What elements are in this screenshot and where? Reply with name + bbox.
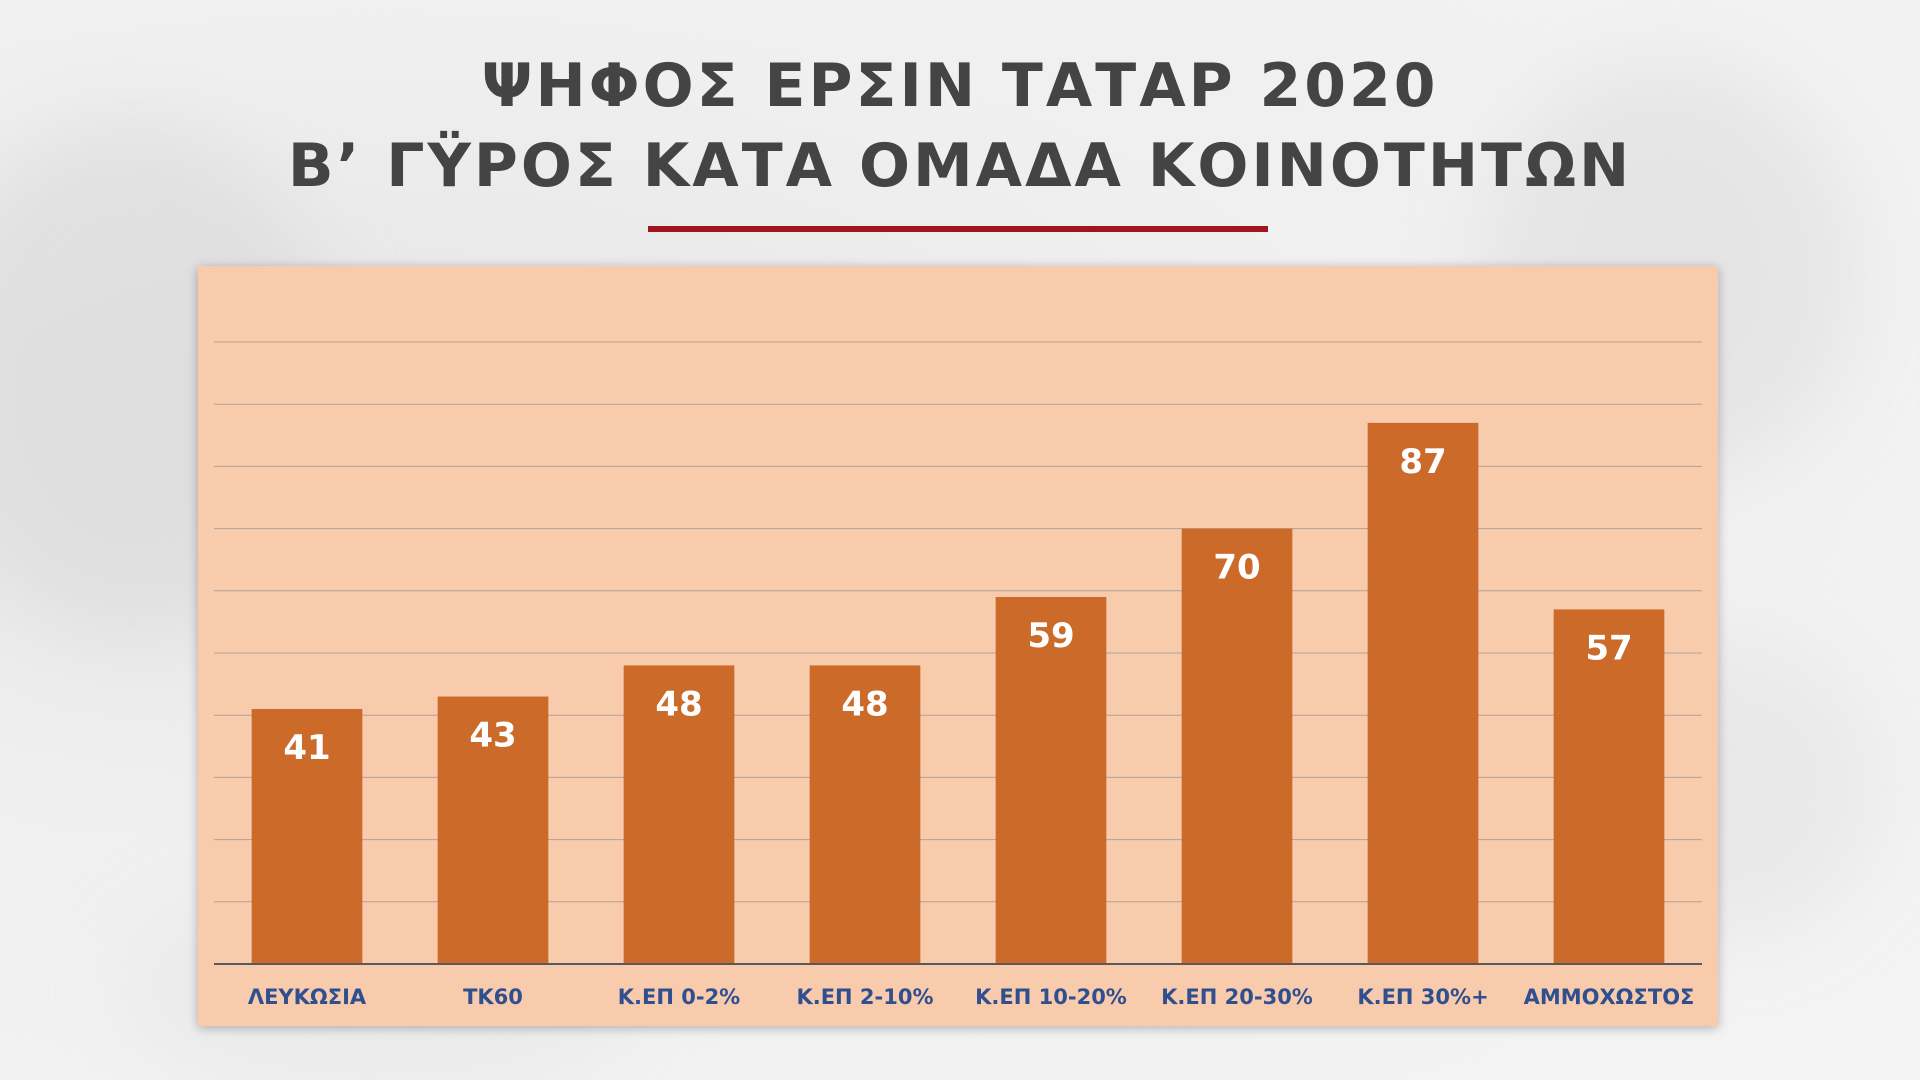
bar <box>437 696 549 964</box>
chart-title-line-2: Β’ ΓΫΡΟΣ ΚΑΤΑ ΟΜΑΔΑ ΚΟΙΝΟΤΗΤΩΝ <box>287 131 1633 201</box>
category-label: ΤΚ60 <box>463 985 523 1009</box>
data-label: 70 <box>1213 548 1260 588</box>
data-labels: 41 43 48 48 59 70 87 57 <box>283 442 1632 768</box>
gridlines <box>214 341 1702 903</box>
bar <box>995 597 1107 964</box>
chart-title-line-1: ΨΗΦΟΣ ΕΡΣΙΝ ΤΑΤΑΡ 2020 <box>481 51 1439 121</box>
title-underline <box>648 226 1268 232</box>
category-label: Κ.ΕΠ 10-20% <box>975 985 1127 1009</box>
category-label: Κ.ΕΠ 20-30% <box>1161 985 1313 1009</box>
bar <box>623 665 735 964</box>
bars <box>251 422 1665 964</box>
category-label: Κ.ΕΠ 30%+ <box>1357 985 1488 1009</box>
data-label: 48 <box>841 684 888 724</box>
category-label: ΑΜΜΟΧΩΣΤΟΣ <box>1524 985 1695 1009</box>
category-label: Κ.ΕΠ 0-2% <box>618 985 740 1009</box>
bar-chart: 41 43 48 48 59 70 87 57 ΛΕΥΚΩΣΙΑ ΤΚ60 Κ.ΕΠ 0-2% Κ.… <box>214 341 1702 1009</box>
bar <box>1553 609 1665 964</box>
data-label: 59 <box>1027 616 1074 656</box>
data-label: 41 <box>283 728 330 768</box>
data-label: 48 <box>655 684 702 724</box>
bar <box>809 665 921 964</box>
data-label: 87 <box>1399 442 1446 482</box>
data-label: 57 <box>1585 628 1632 668</box>
category-label: ΛΕΥΚΩΣΙΑ <box>248 985 367 1009</box>
bar <box>251 708 363 964</box>
category-label: Κ.ΕΠ 2-10% <box>796 985 933 1009</box>
category-labels: ΛΕΥΚΩΣΙΑ ΤΚ60 Κ.ΕΠ 0-2% Κ.ΕΠ 2-10% Κ.ΕΠ 10-2… <box>248 985 1695 1009</box>
bar <box>1181 528 1293 964</box>
chart-panel: 41 43 48 48 59 70 87 57 ΛΕΥΚΩΣΙΑ ΤΚ60 Κ.ΕΠ 0-2% Κ.… <box>198 266 1718 1026</box>
bar <box>1367 422 1479 964</box>
data-label: 43 <box>469 716 516 756</box>
